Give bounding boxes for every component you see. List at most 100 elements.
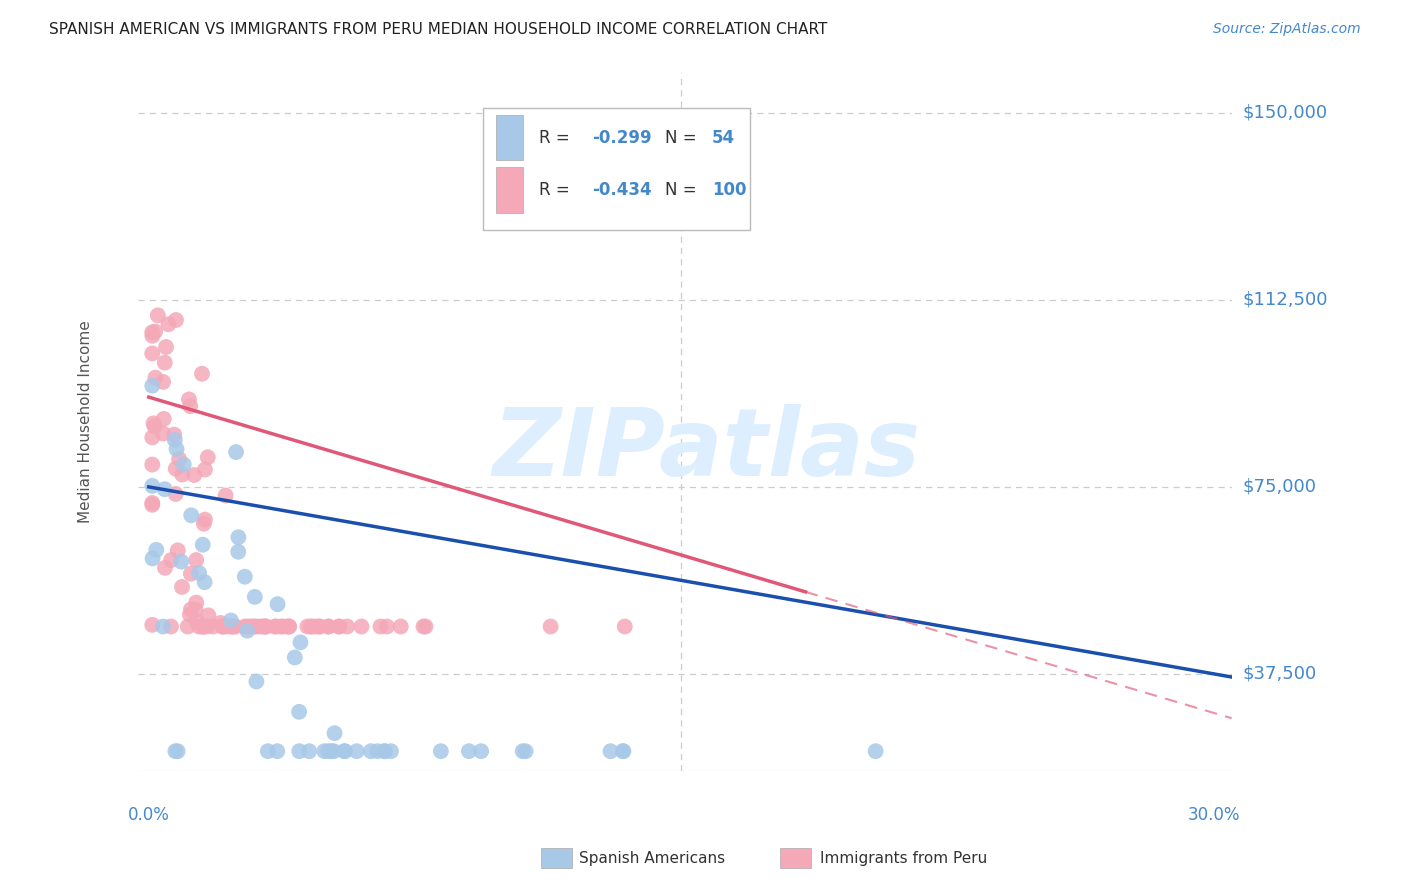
Point (246, 619, 269, 633)
Point (165, 461, 187, 475)
Text: ZIPatlas: ZIPatlas (492, 404, 921, 496)
Point (163, 433, 186, 447)
Point (389, 619, 412, 633)
Point (470, 744, 492, 758)
Point (254, 619, 277, 633)
Point (170, 580, 193, 594)
Point (350, 619, 373, 633)
Point (211, 619, 233, 633)
Point (242, 619, 264, 633)
Point (194, 462, 217, 476)
Point (145, 370, 167, 384)
Point (278, 619, 301, 633)
Point (430, 744, 453, 758)
Point (188, 566, 211, 580)
Point (264, 619, 287, 633)
Point (297, 619, 319, 633)
Point (271, 619, 294, 633)
Point (301, 619, 323, 633)
Point (212, 619, 235, 633)
Point (194, 513, 217, 527)
Point (254, 619, 277, 633)
Point (284, 650, 307, 665)
Point (243, 590, 266, 604)
Point (186, 553, 208, 567)
Point (316, 744, 339, 758)
Point (226, 545, 249, 559)
Point (197, 450, 219, 465)
Point (318, 619, 340, 633)
Point (165, 487, 187, 501)
Point (179, 399, 201, 413)
Point (194, 575, 217, 590)
Point (152, 375, 174, 389)
Point (186, 614, 208, 628)
Point (141, 378, 163, 392)
Text: N =: N = (665, 128, 702, 146)
Point (333, 744, 356, 758)
Point (160, 619, 183, 633)
Text: Immigrants from Peru: Immigrants from Peru (820, 851, 987, 865)
Point (298, 744, 321, 758)
Point (328, 619, 350, 633)
Point (141, 458, 163, 472)
Text: Source: ZipAtlas.com: Source: ZipAtlas.com (1213, 22, 1361, 37)
Point (153, 482, 176, 496)
FancyBboxPatch shape (496, 167, 523, 212)
Text: 100: 100 (713, 181, 747, 199)
Point (245, 674, 267, 689)
Point (166, 543, 188, 558)
Text: 30.0%: 30.0% (1188, 806, 1240, 824)
Point (318, 619, 340, 633)
Text: Spanish Americans: Spanish Americans (579, 851, 725, 865)
Point (180, 508, 202, 523)
Point (346, 744, 368, 758)
Point (299, 619, 322, 633)
Point (512, 744, 534, 758)
Point (415, 619, 437, 633)
Point (221, 619, 243, 633)
Point (314, 744, 336, 758)
Point (177, 619, 200, 633)
Point (322, 744, 344, 758)
Point (166, 744, 188, 758)
Point (152, 412, 174, 426)
Point (612, 744, 634, 758)
Point (165, 313, 187, 327)
Point (177, 392, 200, 407)
Point (266, 597, 288, 611)
Point (375, 619, 398, 633)
Point (380, 744, 402, 758)
Point (191, 367, 214, 381)
Text: SPANISH AMERICAN VS IMMIGRANTS FROM PERU MEDIAN HOUSEHOLD INCOME CORRELATION CHA: SPANISH AMERICAN VS IMMIGRANTS FROM PERU… (49, 22, 828, 37)
Point (183, 468, 205, 483)
Point (141, 430, 163, 444)
Point (180, 602, 202, 616)
Point (219, 619, 242, 633)
Point (214, 489, 236, 503)
Text: $112,500: $112,500 (1243, 291, 1327, 309)
Text: $75,000: $75,000 (1243, 478, 1316, 496)
Point (191, 619, 214, 633)
Point (193, 516, 215, 531)
Point (308, 619, 330, 633)
Text: 0.0%: 0.0% (128, 806, 170, 824)
Point (160, 553, 183, 567)
Point (170, 555, 193, 569)
Point (278, 619, 301, 633)
Point (153, 561, 176, 575)
Point (249, 619, 271, 633)
Point (179, 607, 201, 622)
Point (612, 744, 634, 758)
Point (153, 356, 176, 370)
Point (412, 619, 434, 633)
Point (141, 498, 163, 512)
Point (141, 618, 163, 632)
Point (290, 635, 312, 649)
Point (197, 608, 219, 623)
Point (276, 619, 298, 633)
Point (321, 744, 343, 758)
Point (370, 619, 392, 633)
Point (239, 619, 262, 633)
Point (167, 452, 190, 467)
